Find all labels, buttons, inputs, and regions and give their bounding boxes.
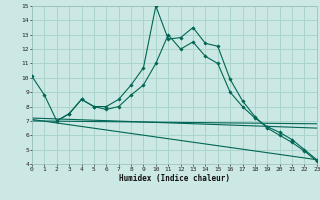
X-axis label: Humidex (Indice chaleur): Humidex (Indice chaleur) — [119, 174, 230, 183]
